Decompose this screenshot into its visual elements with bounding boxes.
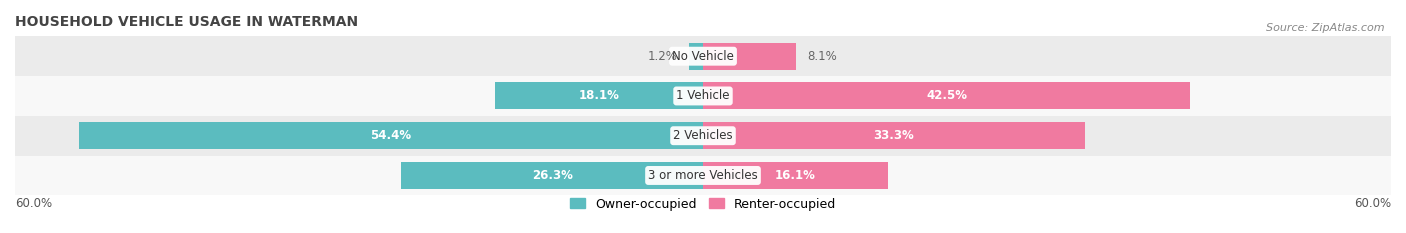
- Text: 60.0%: 60.0%: [15, 197, 52, 210]
- Bar: [703, 82, 1191, 110]
- Text: 16.1%: 16.1%: [775, 169, 815, 182]
- Text: 3 or more Vehicles: 3 or more Vehicles: [648, 169, 758, 182]
- Text: 33.3%: 33.3%: [873, 129, 914, 142]
- Text: 2 Vehicles: 2 Vehicles: [673, 129, 733, 142]
- Bar: [15, 76, 1391, 116]
- Bar: [15, 156, 1391, 195]
- Text: 1.2%: 1.2%: [648, 50, 678, 63]
- Bar: [15, 36, 1391, 76]
- Bar: [703, 162, 887, 189]
- Bar: [402, 162, 703, 189]
- Text: 54.4%: 54.4%: [371, 129, 412, 142]
- Text: 1 Vehicle: 1 Vehicle: [676, 89, 730, 103]
- Bar: [495, 82, 703, 110]
- Bar: [703, 122, 1085, 149]
- Text: 60.0%: 60.0%: [1354, 197, 1391, 210]
- Bar: [79, 122, 703, 149]
- Text: 42.5%: 42.5%: [927, 89, 967, 103]
- Text: Source: ZipAtlas.com: Source: ZipAtlas.com: [1267, 23, 1385, 33]
- Text: No Vehicle: No Vehicle: [672, 50, 734, 63]
- Text: 26.3%: 26.3%: [531, 169, 572, 182]
- Bar: [15, 116, 1391, 156]
- Legend: Owner-occupied, Renter-occupied: Owner-occupied, Renter-occupied: [565, 192, 841, 216]
- Text: 18.1%: 18.1%: [579, 89, 620, 103]
- Bar: [689, 43, 703, 70]
- Bar: [703, 43, 796, 70]
- Text: 8.1%: 8.1%: [807, 50, 837, 63]
- Text: HOUSEHOLD VEHICLE USAGE IN WATERMAN: HOUSEHOLD VEHICLE USAGE IN WATERMAN: [15, 15, 359, 29]
